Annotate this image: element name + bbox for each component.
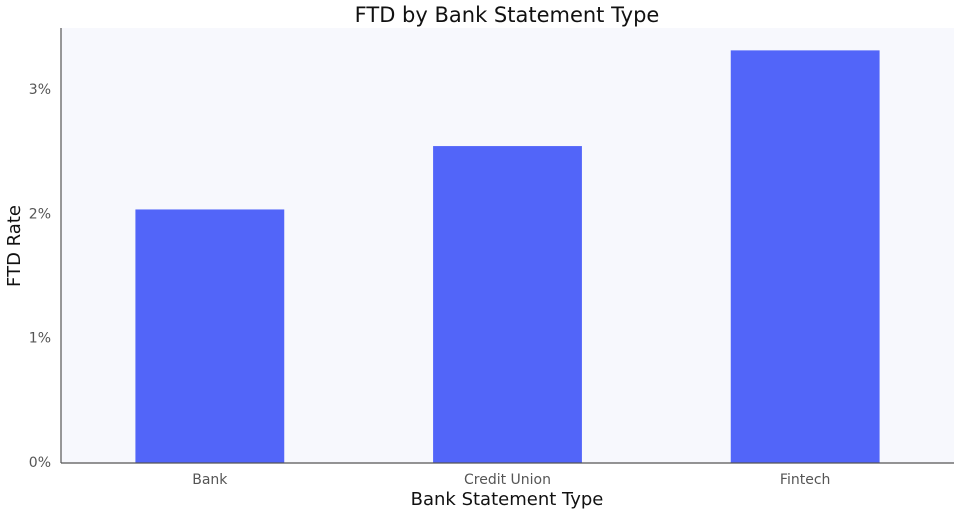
x-axis-label: Bank Statement Type [411,489,604,510]
bar [433,146,582,464]
y-tick-label: 2% [29,206,51,222]
bar [135,209,285,463]
y-axis-label: FTD Rate [4,205,25,287]
x-tick-label: Fintech [780,472,830,488]
y-tick-label: 0% [29,455,51,471]
x-tick-label: Credit Union [464,472,551,488]
bar [730,50,880,463]
y-tick-label: 1% [29,331,51,347]
x-tick-label: Bank [192,472,228,488]
chart-title: FTD by Bank Statement Type [355,3,660,27]
y-tick-label: 3% [29,82,51,98]
